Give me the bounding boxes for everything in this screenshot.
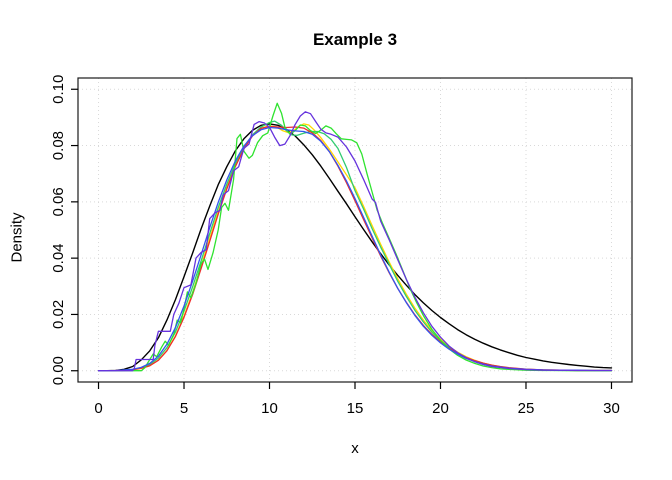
x-tick-label: 10 — [261, 400, 278, 417]
x-tick-label: 0 — [94, 400, 102, 417]
x-axis-label: x — [351, 440, 359, 457]
y-tick-label: 0.06 — [50, 187, 67, 216]
x-tick-label: 25 — [518, 400, 535, 417]
y-axis-label: Density — [8, 212, 26, 263]
density-curve-black-reference-density — [97, 123, 613, 372]
x-tick-label: 20 — [432, 400, 449, 417]
density-curve-estimate-purple-jagged — [97, 111, 613, 372]
x-tick-label: 15 — [347, 400, 364, 417]
x-tick-label: 30 — [603, 400, 620, 417]
plot-title: Example 3 — [312, 30, 398, 49]
y-tick-label: 0.02 — [50, 300, 67, 329]
y-tick-label: 0.04 — [50, 243, 67, 272]
y-tick-label: 0.10 — [50, 75, 67, 104]
y-tick-label: 0.00 — [50, 356, 67, 385]
y-tick-label: 0.08 — [50, 131, 67, 160]
x-tick-label: 5 — [180, 400, 188, 417]
